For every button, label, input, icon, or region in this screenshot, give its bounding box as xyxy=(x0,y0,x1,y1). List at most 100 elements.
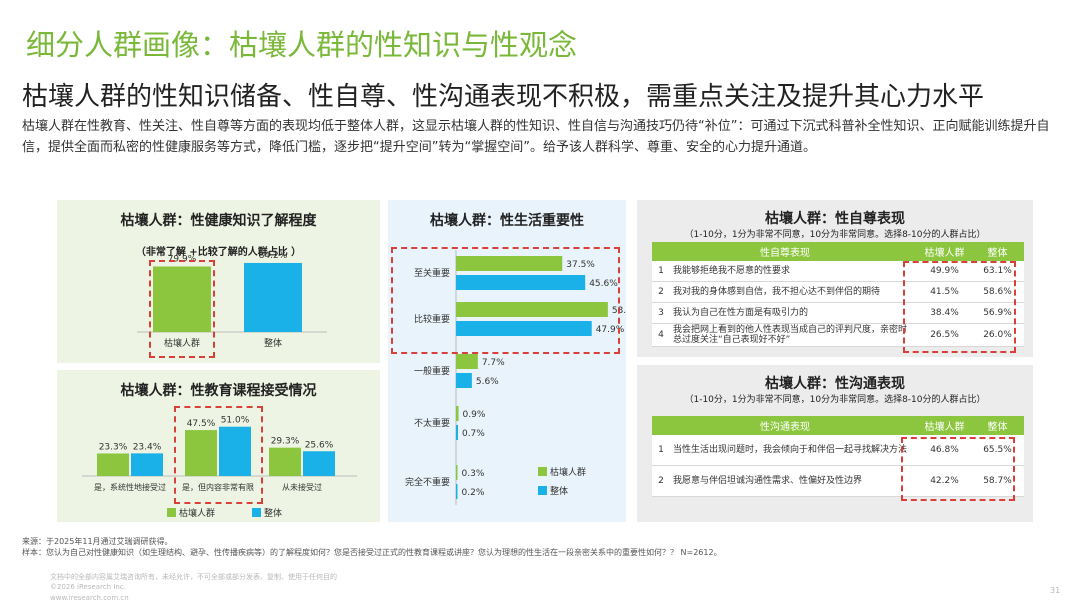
data-label: 0.9% xyxy=(463,410,486,420)
bar-group xyxy=(185,430,217,476)
page-intro: 枯壤人群在性教育、性关注、性自尊等方面的表现均低于整体人群，这显示枯壤人群的性知… xyxy=(22,119,1050,155)
esteem-panel-title: 枯壤人群：性自尊表现 xyxy=(765,211,905,227)
data-label: 37.5% xyxy=(566,260,595,270)
knowledge-chart: 79.9% 枯壤人群 84.2% 整体 xyxy=(137,251,327,349)
row-number: 3 xyxy=(652,302,670,324)
category-label: 完全不重要 xyxy=(405,476,450,488)
esteem-table: 性自尊表现 枯壤人群 整体 1 我能够拒绝我不愿意的性要求 49.9% 63.1… xyxy=(652,242,1024,347)
row-group-value: 38.4% xyxy=(918,302,971,324)
row-text: 我愿意与伴侣坦诚沟通性需求、性偏好及性边界 xyxy=(670,465,918,497)
bar-group xyxy=(456,406,459,421)
legend-swatch-group xyxy=(538,467,547,476)
row-number: 2 xyxy=(652,281,670,303)
category-label: 枯壤人群 xyxy=(164,337,200,349)
legend-label: 枯壤人群 xyxy=(550,466,586,478)
table-row: 3 我认为自己在性方面是有吸引力的 38.4% 56.9% xyxy=(652,302,1024,324)
education-panel-title: 枯壤人群：性教育课程接受情况 xyxy=(120,383,317,399)
website-link[interactable]: www.iresearch.com.cn xyxy=(50,594,129,602)
category-label: 至关重要 xyxy=(414,267,450,279)
page-number: 31 xyxy=(1050,586,1061,595)
data-label: 0.2% xyxy=(462,488,485,498)
table-row: 1 我能够拒绝我不愿意的性要求 49.9% 63.1% xyxy=(652,261,1024,282)
data-label: 29.3% xyxy=(271,437,300,447)
bar-overall xyxy=(456,373,472,388)
education-highlight-box xyxy=(174,406,263,504)
row-overall-value: 65.5% xyxy=(971,435,1024,466)
data-label: 5.6% xyxy=(476,377,499,387)
communication-header-group: 枯壤人群 xyxy=(918,416,971,435)
row-group-value: 49.9% xyxy=(918,261,971,282)
row-group-value: 42.2% xyxy=(918,465,971,497)
table-row: 1 当性生活出现问题时，我会倾向于和伴侣一起寻找解决方法 46.8% 65.5% xyxy=(652,435,1024,466)
row-group-value: 46.8% xyxy=(918,435,971,466)
row-overall-value: 58.7% xyxy=(971,465,1024,497)
copyright-text: 文档中的全部内容属艾瑞咨询所有，未经允许，不可全部或部分发表、复制、使用于任何目… xyxy=(50,573,337,581)
category-label: 不太重要 xyxy=(414,417,450,429)
legend-label: 整体 xyxy=(550,485,568,497)
row-text: 我会把网上看到的他人性表现当成自己的评判尺度，亲密时总过度关注“自己表现好不好” xyxy=(670,323,918,347)
esteem-header-item: 性自尊表现 xyxy=(652,242,918,261)
bar-overall xyxy=(303,451,335,476)
importance-panel-title: 枯壤人群：性生活重要性 xyxy=(430,213,584,229)
importance-chart: 37.5%45.6%至关重要53.6%47.9%比较重要7.7%5.6%一般重要… xyxy=(405,250,626,505)
data-label: 84.2% xyxy=(259,251,288,261)
category-label: 比较重要 xyxy=(414,313,450,325)
bar-overall xyxy=(219,426,251,476)
knowledge-highlight-box xyxy=(149,260,215,358)
copyright-year: ©2026 iResearch Inc. xyxy=(50,583,126,591)
bar-overall xyxy=(456,275,586,290)
source-note: 来源：于2025年11月通过艾瑞调研获得。 xyxy=(22,537,173,546)
data-label: 0.3% xyxy=(462,469,485,479)
row-group-value: 41.5% xyxy=(918,281,971,303)
esteem-panel-note: （1-10分，1分为非常不同意，10分为非常同意。选择8-10分的人群占比） xyxy=(684,230,986,240)
esteem-header-group: 枯壤人群 xyxy=(918,242,971,261)
category-label: 一般重要 xyxy=(414,365,450,377)
communication-panel: 枯壤人群：性沟通表现 （1-10分，1分为非常不同意，10分为非常同意。选择8-… xyxy=(637,365,1033,522)
importance-panel: 枯壤人群：性生活重要性 37.5%45.6%至关重要53.6%47.9%比较重要… xyxy=(388,200,626,522)
bar-group xyxy=(269,447,301,476)
row-number: 2 xyxy=(652,465,670,497)
esteem-table-header: 性自尊表现 枯壤人群 整体 xyxy=(652,242,1024,261)
bar-group xyxy=(456,465,458,480)
category-label: 是，系统性地接受过 xyxy=(94,482,166,492)
bar-group xyxy=(456,354,478,369)
sample-note: 样本：您认为自己对性健康知识（如生理结构、避孕、性传播疾病等）的了解程度如何？您… xyxy=(22,548,722,557)
data-label: 7.7% xyxy=(482,358,505,368)
data-label: 45.6% xyxy=(589,279,618,289)
category-label: 从未接受过 xyxy=(282,482,322,492)
bar-overall xyxy=(456,425,458,440)
communication-header-overall: 整体 xyxy=(971,416,1024,435)
data-label: 23.3% xyxy=(99,442,128,452)
legend-label: 整体 xyxy=(264,507,282,519)
data-label: 0.7% xyxy=(462,429,485,439)
education-panel: 枯壤人群：性教育课程接受情况 23.3% 23.4% 是，系统性地接受过 47.5% 5… xyxy=(57,370,380,522)
esteem-header-overall: 整体 xyxy=(971,242,1024,261)
knowledge-panel-title: 枯壤人群：性健康知识了解程度 xyxy=(120,213,317,229)
knowledge-panel-subtitle: （非常了解 +比较了解的人群占比 ） xyxy=(135,247,302,258)
data-label: 51.0% xyxy=(221,416,250,426)
row-number: 1 xyxy=(652,435,670,466)
communication-highlight-box xyxy=(901,437,1015,501)
row-overall-value: 26.0% xyxy=(971,323,1024,347)
table-row: 4 我会把网上看到的他人性表现当成自己的评判尺度，亲密时总过度关注“自己表现好不… xyxy=(652,323,1024,347)
page-title: 细分人群画像：枯壤人群的性知识与性观念 xyxy=(26,28,578,62)
communication-panel-title: 枯壤人群：性沟通表现 xyxy=(765,376,905,392)
data-label: 25.6% xyxy=(305,440,334,450)
legend-label: 枯壤人群 xyxy=(179,507,215,519)
bar-group xyxy=(456,302,608,317)
esteem-highlight-box xyxy=(903,261,1016,353)
bar-group xyxy=(456,256,563,271)
communication-panel-note: （1-10分，1分为非常不同意，10分为非常同意。选择8-10分的人群占比） xyxy=(684,395,986,405)
communication-header-item: 性沟通表现 xyxy=(652,416,918,435)
legend-swatch-overall xyxy=(538,486,547,495)
bar-overall xyxy=(456,321,592,336)
knowledge-panel: 枯壤人群：性健康知识了解程度 （非常了解 +比较了解的人群占比 ） 79.9% 枯… xyxy=(57,200,380,363)
esteem-panel: 枯壤人群：性自尊表现 （1-10分，1分为非常不同意，10分为非常同意。选择8-… xyxy=(637,200,1033,357)
bar-overall xyxy=(131,453,163,476)
row-text: 我能够拒绝我不愿意的性要求 xyxy=(670,261,918,282)
row-text: 当性生活出现问题时，我会倾向于和伴侣一起寻找解决方法 xyxy=(670,435,918,466)
data-label: 47.5% xyxy=(187,419,216,429)
bar-group xyxy=(97,453,129,476)
row-group-value: 26.5% xyxy=(918,323,971,347)
category-label: 整体 xyxy=(264,337,282,349)
